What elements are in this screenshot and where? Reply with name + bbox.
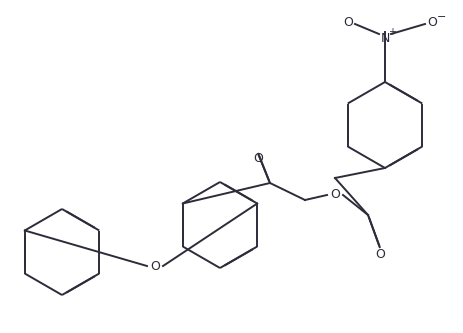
Text: N: N [380, 32, 389, 45]
Text: O: O [374, 247, 384, 260]
Text: O: O [150, 259, 160, 272]
Text: O: O [252, 153, 263, 166]
Text: −: − [436, 12, 446, 22]
Text: O: O [426, 16, 436, 29]
Text: O: O [342, 16, 352, 29]
Text: +: + [387, 27, 395, 37]
Text: O: O [329, 188, 339, 201]
